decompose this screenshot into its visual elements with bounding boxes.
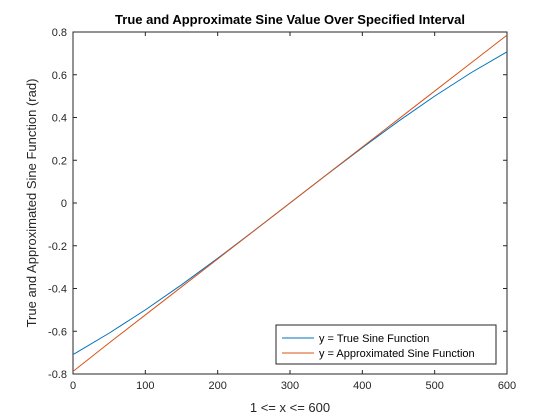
- y-tick-label: 0.6: [52, 70, 67, 82]
- legend: y = True Sine Function y = Approximated …: [275, 324, 497, 365]
- y-tick-label: 0: [61, 198, 67, 210]
- y-tick-label: 0.4: [52, 113, 67, 125]
- x-tick-label: 600: [498, 380, 516, 392]
- y-tick-label: -0.8: [48, 369, 67, 381]
- series-layer: [73, 34, 508, 372]
- x-tick-label: 200: [208, 380, 226, 392]
- x-tick-label: 0: [70, 380, 76, 392]
- series-line-approx-sine: [73, 34, 508, 372]
- x-tick-label: 500: [425, 380, 443, 392]
- x-axis-label: 1 <= x <= 600: [250, 400, 330, 415]
- x-tick-label: 100: [136, 380, 154, 392]
- y-axis-label: True and Approximated Sine Function (rad…: [24, 79, 39, 328]
- y-tick-label: 0.8: [52, 27, 67, 39]
- legend-label-true-sine: y = True Sine Function: [319, 333, 429, 345]
- x-tick-label: 400: [353, 380, 371, 392]
- x-tick-label: 300: [281, 380, 299, 392]
- axis-ticks: 0 100 200 300 400 500 600 -0.8 -0.6 -0.4 -0.2 0 0.2 0…: [48, 27, 516, 392]
- chart-title: True and Approximate Sine Value Over Spe…: [115, 12, 465, 27]
- y-tick-label: -0.2: [48, 241, 67, 253]
- legend-box: [275, 324, 497, 365]
- y-tick-label: -0.4: [48, 284, 67, 296]
- legend-label-approx-sine: y = Approximated Sine Function: [319, 348, 475, 360]
- y-tick-label: -0.6: [48, 326, 67, 338]
- y-tick-label: 0.2: [52, 155, 67, 167]
